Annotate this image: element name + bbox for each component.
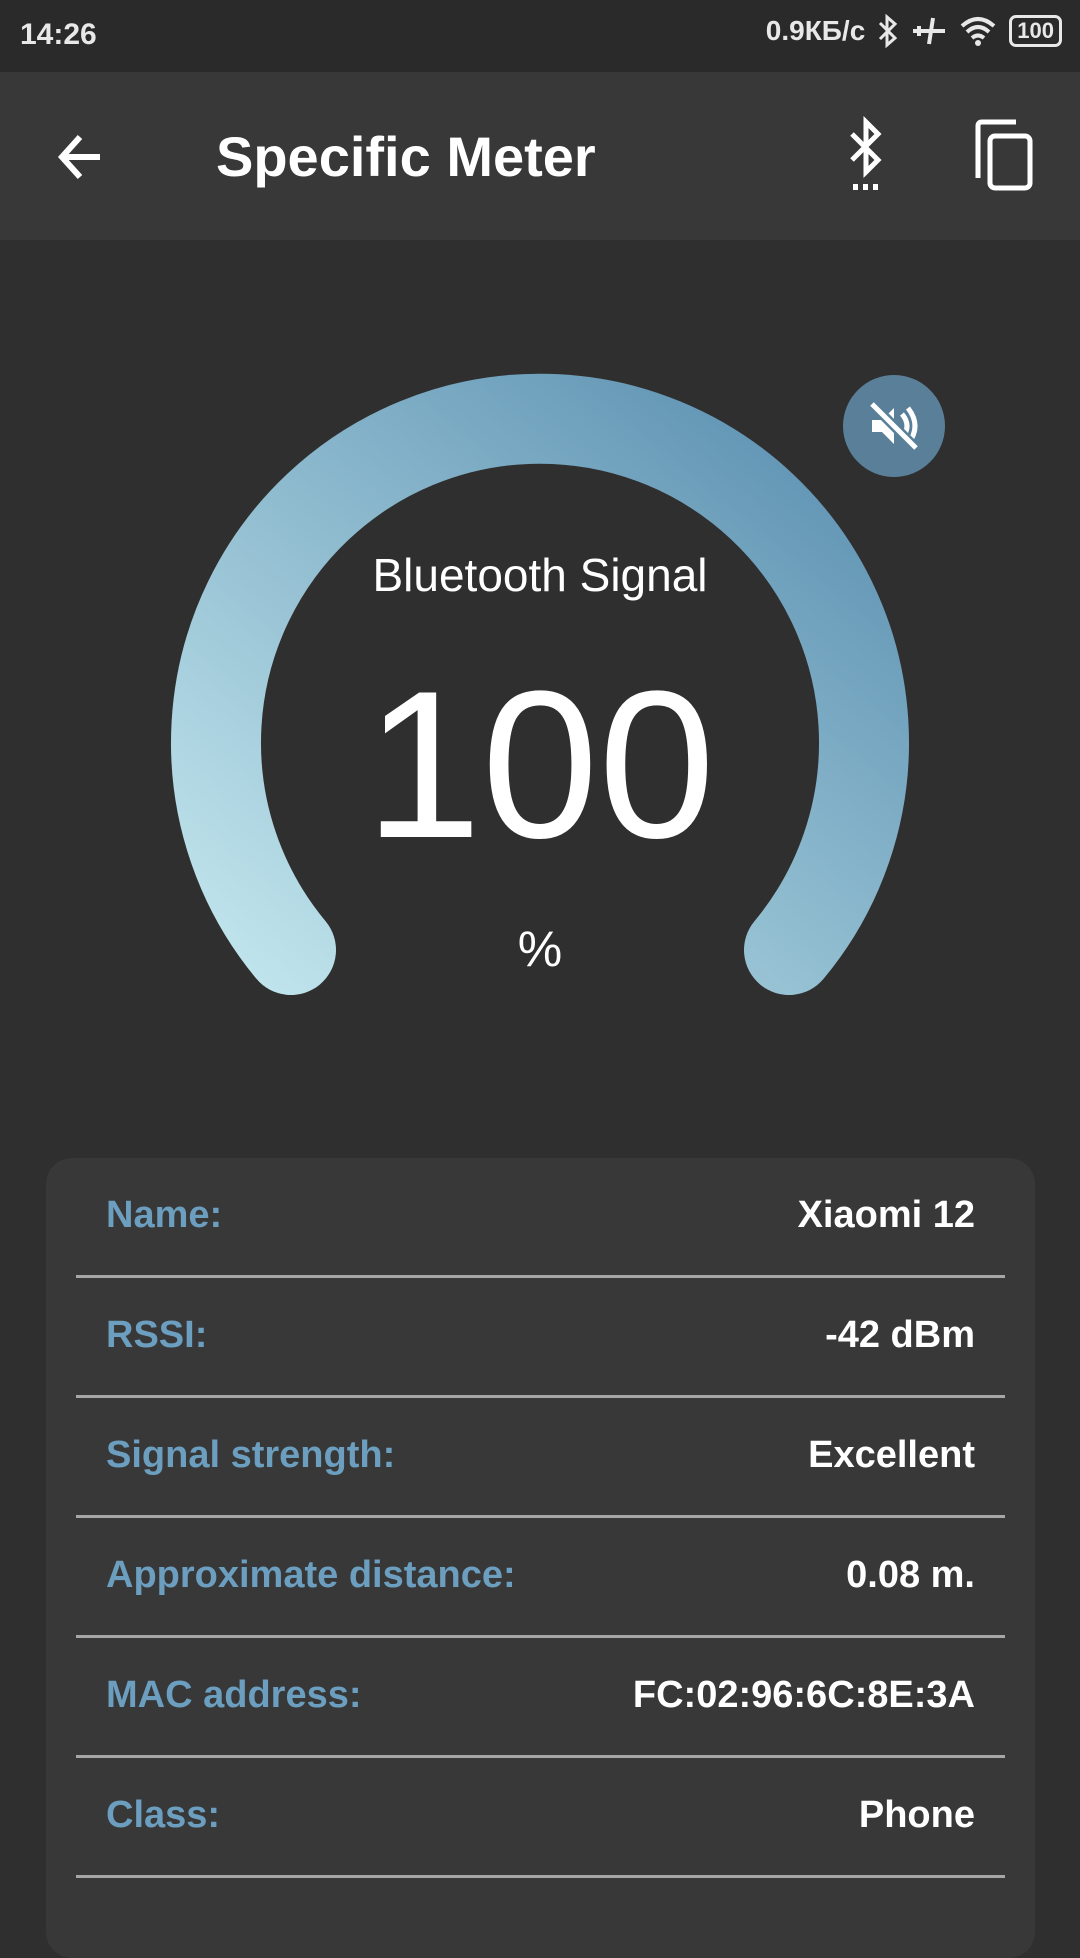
detail-label: Class:	[106, 1794, 221, 1836]
network-speed: 0.9КБ/с	[765, 15, 866, 46]
back-arrow-icon[interactable]	[52, 122, 122, 192]
detail-value: Phone	[858, 1794, 975, 1836]
detail-value: FC:02:96:6C:8E:3A	[632, 1674, 975, 1716]
detail-label: Signal strength:	[106, 1434, 396, 1476]
page-title: Specific Meter	[216, 125, 596, 188]
gauge-arc	[171, 373, 909, 995]
mute-button[interactable]	[843, 375, 945, 477]
detail-row-class: Class: Phone	[76, 1758, 1005, 1878]
detail-value: Xiaomi 12	[797, 1194, 975, 1236]
battery-icon: 100	[1009, 15, 1062, 47]
detail-row-name: Name: Xiaomi 12	[76, 1158, 1005, 1278]
signal-gauge	[0, 240, 1080, 1080]
status-time: 14:26	[20, 18, 97, 51]
device-details-card: Name: Xiaomi 12 RSSI: -42 dBm Signal stren…	[46, 1158, 1035, 1958]
volume-off-icon	[866, 398, 922, 454]
gauge-unit: %	[517, 921, 563, 977]
wifi-icon	[960, 17, 996, 46]
copy-icon[interactable]	[970, 116, 1040, 196]
app-bar: Specific Meter	[0, 72, 1080, 240]
detail-label: RSSI:	[106, 1314, 208, 1356]
airplane-icon	[913, 17, 946, 45]
bluetooth-scan-icon[interactable]	[830, 116, 900, 196]
bluetooth-icon	[879, 14, 898, 48]
detail-value: 0.08 m.	[846, 1554, 975, 1596]
detail-row-distance: Approximate distance: 0.08 m.	[76, 1518, 1005, 1638]
detail-row-signal-strength: Signal strength: Excellent	[76, 1398, 1005, 1518]
detail-row-mac: MAC address: FC:02:96:6C:8E:3A	[76, 1638, 1005, 1758]
detail-label: Name:	[106, 1194, 223, 1236]
detail-value: Excellent	[808, 1434, 975, 1476]
detail-value: -42 dBm	[825, 1314, 975, 1356]
gauge-label: Bluetooth Signal	[372, 549, 708, 601]
detail-row-rssi: RSSI: -42 dBm	[76, 1278, 1005, 1398]
detail-label: MAC address:	[106, 1674, 362, 1716]
detail-label: Approximate distance:	[106, 1554, 516, 1596]
gauge-value: 100	[364, 647, 716, 882]
status-bar: 14:26 0.9КБ/с 100	[0, 0, 1080, 72]
